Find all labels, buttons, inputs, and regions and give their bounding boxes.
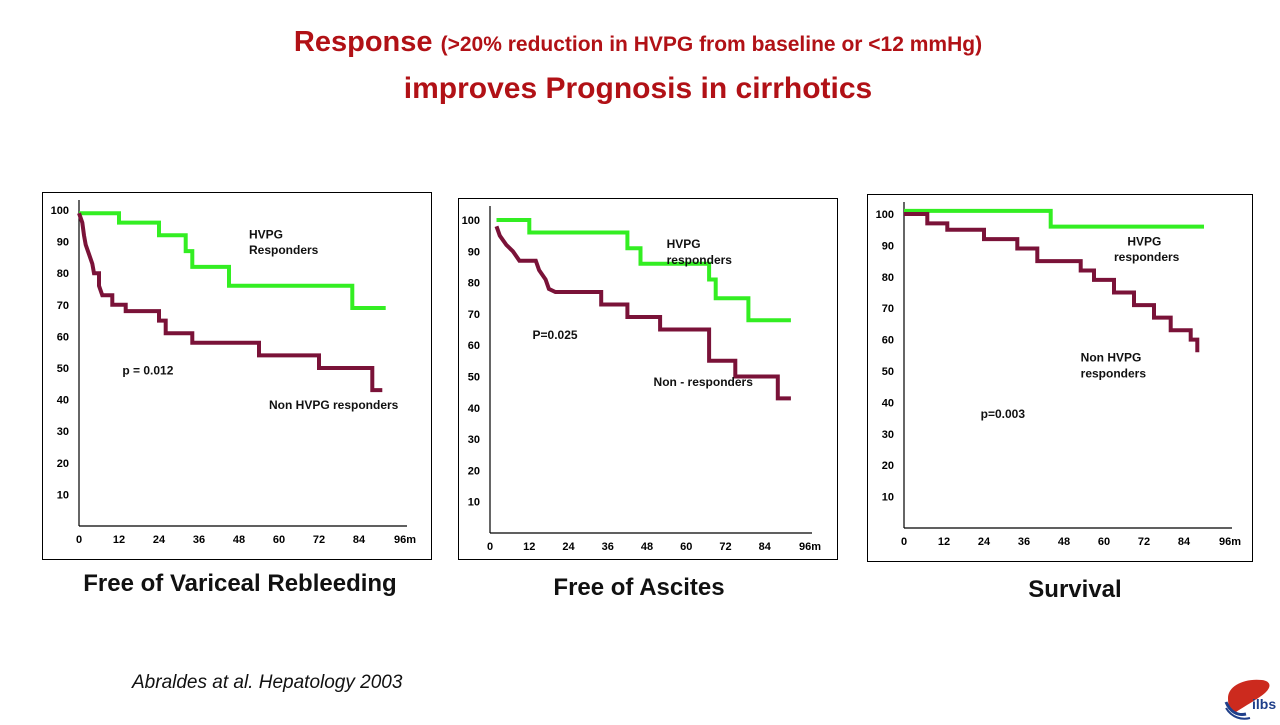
x-tick-label: 72 <box>1138 536 1150 548</box>
chart-annotation: p = 0.012 <box>122 363 173 377</box>
y-tick-label: 50 <box>882 366 894 378</box>
series-hvpg-responders <box>496 218 791 323</box>
chart-annotation: HVPG <box>1127 234 1161 248</box>
chart-annotation: responders <box>667 253 733 267</box>
y-tick-label: 20 <box>468 465 480 477</box>
y-tick-label: 70 <box>57 300 69 312</box>
liver-icon <box>1224 679 1270 720</box>
y-tick-label: 60 <box>468 340 480 352</box>
x-tick-label: 96m <box>1219 536 1241 548</box>
series-non-responders <box>904 212 1200 353</box>
y-tick-label: 60 <box>57 331 69 343</box>
x-tick-label: 0 <box>901 536 907 548</box>
logo-text: ilbs <box>1252 696 1277 712</box>
y-tick-label: 40 <box>468 403 480 415</box>
slide-title-line1: Response (>20% reduction in HVPG from ba… <box>0 26 1276 59</box>
chart-annotation: HVPG <box>667 237 701 251</box>
y-tick-label: 30 <box>468 434 480 446</box>
y-tick-label: 80 <box>882 272 894 284</box>
y-tick-label: 20 <box>57 458 69 470</box>
y-tick-label: 40 <box>57 395 69 407</box>
x-tick-label: 0 <box>76 534 82 546</box>
series-hvpg-responders <box>79 211 386 310</box>
y-tick-label: 100 <box>876 209 894 221</box>
chart-variceal-rebleeding: 100 90 80 70 60 50 40 30 20 10 0 12 24 36 48 60 72 84 96m H… <box>42 192 432 560</box>
chart-frame <box>458 198 838 560</box>
y-tick-label: 50 <box>468 372 480 384</box>
series-non-responders <box>494 225 791 401</box>
y-tick-label: 60 <box>882 335 894 347</box>
x-tick-label: 12 <box>523 541 535 553</box>
chart-annotation: Responders <box>249 243 319 257</box>
caption-variceal-rebleeding: Free of Variceal Rebleeding <box>83 570 397 597</box>
y-tick-label: 90 <box>468 246 480 258</box>
series-hvpg-responders <box>904 208 1204 229</box>
x-tick-label: 72 <box>313 534 325 546</box>
x-tick-label: 84 <box>759 541 772 553</box>
chart-frame <box>42 192 432 560</box>
y-tick-label: 40 <box>882 397 894 409</box>
y-tick-label: 70 <box>468 309 480 321</box>
x-tick-label: 96m <box>394 534 416 546</box>
y-tick-label: 80 <box>468 278 480 290</box>
x-tick-label: 84 <box>353 534 366 546</box>
slide-title-line2: improves Prognosis in cirrhotics <box>403 72 873 105</box>
chart-annotation: responders <box>1114 250 1180 264</box>
x-tick-label: 24 <box>562 541 575 553</box>
x-tick-label: 48 <box>641 541 653 553</box>
y-tick-label: 70 <box>882 303 894 315</box>
y-tick-label: 80 <box>57 268 69 280</box>
chart-annotation: HVPG <box>249 227 283 241</box>
y-tick-label: 90 <box>882 240 894 252</box>
x-tick-label: 24 <box>153 534 166 546</box>
title-response: Response <box>293 26 433 58</box>
x-tick-label: 48 <box>1058 536 1070 548</box>
chart-ascites: 100 90 80 70 60 50 40 30 20 10 0 12 24 36 48 60 72 84 96m H… <box>458 198 838 560</box>
x-tick-label: 60 <box>273 534 285 546</box>
series-non-responders <box>77 212 383 393</box>
chart-annotation: responders <box>1081 366 1147 380</box>
chart-annotation: Non HVPG <box>1081 351 1142 365</box>
y-tick-label: 10 <box>882 492 894 504</box>
y-tick-label: 90 <box>57 237 69 249</box>
x-tick-label: 12 <box>113 534 125 546</box>
x-tick-label: 72 <box>719 541 731 553</box>
y-tick-label: 30 <box>57 426 69 438</box>
y-tick-label: 100 <box>51 205 69 217</box>
y-tick-label: 10 <box>57 489 69 501</box>
caption-survival: Survival <box>1028 576 1122 603</box>
citation: Abraldes at al. Hepatology 2003 <box>132 672 403 693</box>
x-tick-label: 0 <box>487 541 493 553</box>
y-tick-label: 50 <box>57 363 69 375</box>
x-tick-label: 60 <box>680 541 692 553</box>
x-tick-label: 48 <box>233 534 245 546</box>
x-tick-label: 36 <box>1018 536 1030 548</box>
chart-annotation: Non HVPG responders <box>269 398 399 412</box>
chart-survival: 100 90 80 70 60 50 40 30 20 10 0 12 24 36 48 60 72 84 96m H… <box>867 194 1253 562</box>
y-tick-label: 100 <box>462 215 480 227</box>
y-tick-label: 20 <box>882 460 894 472</box>
x-tick-label: 12 <box>938 536 950 548</box>
x-tick-label: 36 <box>602 541 614 553</box>
ilbs-logo: ilbs <box>1222 668 1280 720</box>
chart-annotation: Non - responders <box>654 375 754 389</box>
caption-ascites: Free of Ascites <box>553 574 725 601</box>
x-tick-label: 84 <box>1178 536 1191 548</box>
chart-frame <box>867 194 1253 562</box>
x-tick-label: 36 <box>193 534 205 546</box>
title-criteria: (>20% reduction in HVPG from baseline or… <box>440 33 983 56</box>
x-tick-label: 96m <box>799 541 821 553</box>
chart-annotation: P=0.025 <box>533 328 578 342</box>
x-tick-label: 60 <box>1098 536 1110 548</box>
chart-annotation: p=0.003 <box>981 407 1026 421</box>
x-tick-label: 24 <box>978 536 991 548</box>
y-tick-label: 10 <box>468 497 480 509</box>
y-tick-label: 30 <box>882 429 894 441</box>
